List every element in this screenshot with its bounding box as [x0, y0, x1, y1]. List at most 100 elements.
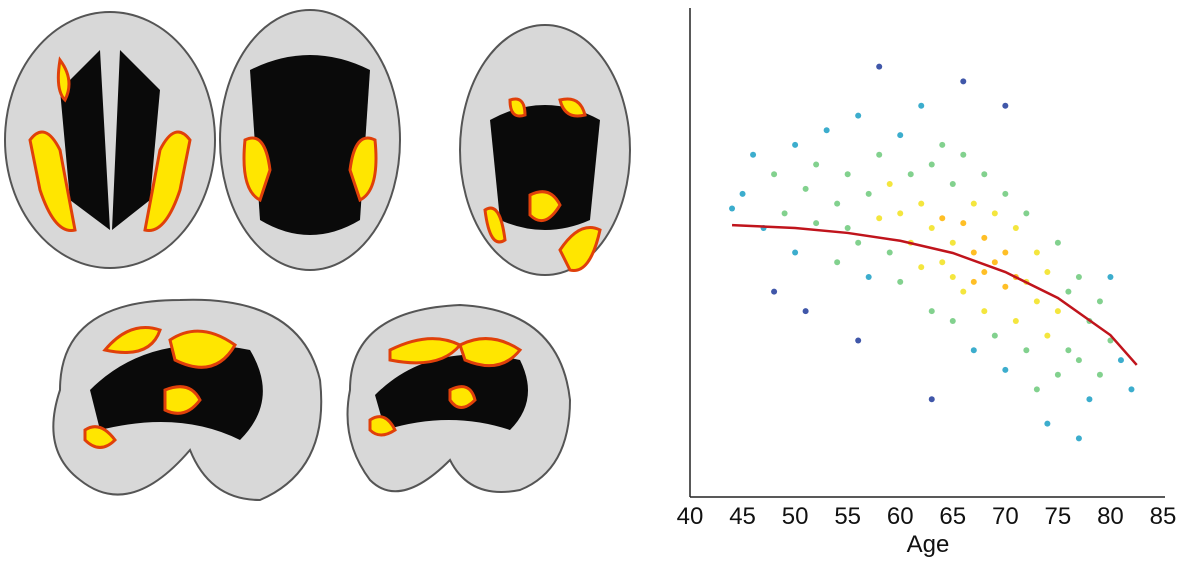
- scatter-point: [1013, 318, 1019, 324]
- scatter-point: [939, 215, 945, 221]
- scatter-point: [782, 210, 788, 216]
- scatter-point: [813, 220, 819, 226]
- scatter-point: [1097, 298, 1103, 304]
- scatter-point: [992, 259, 998, 265]
- scatter-point: [792, 142, 798, 148]
- scatter-point: [992, 333, 998, 339]
- scatter-point: [1076, 435, 1082, 441]
- x-tick-label: 80: [1097, 503, 1124, 530]
- white-matter: [250, 55, 370, 235]
- scatter-point: [960, 289, 966, 295]
- scatter-point: [1002, 103, 1008, 109]
- scatter-point: [918, 264, 924, 270]
- brain-images: [5, 10, 630, 500]
- scatter-point: [897, 279, 903, 285]
- scatter-point: [918, 201, 924, 207]
- scatter-point: [740, 191, 746, 197]
- scatter-point: [971, 279, 977, 285]
- scatter-point: [1076, 274, 1082, 280]
- fit-line: [732, 225, 1137, 365]
- scatter-point: [866, 191, 872, 197]
- scatter-point: [1055, 240, 1061, 246]
- scatter-point: [1055, 308, 1061, 314]
- scatter-point: [929, 396, 935, 402]
- scatter-point: [1044, 333, 1050, 339]
- scatter-point: [803, 308, 809, 314]
- scatter-point: [876, 64, 882, 70]
- figure: Age 40455055606570758085: [0, 0, 1187, 569]
- scatter-point: [971, 347, 977, 353]
- scatter-point: [876, 215, 882, 221]
- scatter-point: [1034, 298, 1040, 304]
- x-tick-label: 55: [834, 503, 861, 530]
- scatter-point: [824, 127, 830, 133]
- x-tick-label: 85: [1150, 503, 1177, 530]
- scatter-point: [1107, 274, 1113, 280]
- scatter-point: [950, 318, 956, 324]
- scatter-point: [1034, 250, 1040, 256]
- scatter-point: [750, 152, 756, 158]
- scatter-point: [845, 171, 851, 177]
- scatter-point: [855, 338, 861, 344]
- scatter-point: [1023, 210, 1029, 216]
- x-tick-label: 65: [939, 503, 966, 530]
- scatter-point: [939, 142, 945, 148]
- scatter-point: [1044, 269, 1050, 275]
- scatter-point: [981, 235, 987, 241]
- scatter-point: [1023, 347, 1029, 353]
- scatter-point: [992, 210, 998, 216]
- scatter-point: [1065, 347, 1071, 353]
- scatter-point: [981, 308, 987, 314]
- scatter-point: [1002, 191, 1008, 197]
- scatter-point: [1076, 357, 1082, 363]
- scatter-point: [1044, 421, 1050, 427]
- scatter-point: [1097, 372, 1103, 378]
- scatter-point: [729, 205, 735, 211]
- scatter-point: [981, 171, 987, 177]
- scatter-point: [897, 210, 903, 216]
- scatter-point: [918, 103, 924, 109]
- scatter-point: [960, 220, 966, 226]
- x-tick-label: 75: [1045, 503, 1072, 530]
- scatter-point: [929, 308, 935, 314]
- scatter-point: [803, 186, 809, 192]
- x-tick-label: 45: [729, 503, 756, 530]
- scatter-point: [939, 259, 945, 265]
- scatter-point: [1065, 289, 1071, 295]
- scatter-point: [813, 161, 819, 167]
- scatter-point: [771, 171, 777, 177]
- scatter-point: [908, 171, 914, 177]
- scatter-point: [887, 250, 893, 256]
- scatter-point: [855, 113, 861, 119]
- scatter-point: [845, 225, 851, 231]
- scatter-point: [981, 269, 987, 275]
- scatter-point: [887, 181, 893, 187]
- scatter-point: [834, 201, 840, 207]
- scatter-point: [1034, 386, 1040, 392]
- scatter-point: [1002, 250, 1008, 256]
- x-axis-label: Age: [907, 531, 950, 558]
- scatter-point: [971, 201, 977, 207]
- scatter-point: [1055, 372, 1061, 378]
- scatter-point: [1002, 284, 1008, 290]
- scatter-point: [1118, 357, 1124, 363]
- scatter-point: [960, 152, 966, 158]
- scatter-point: [960, 78, 966, 84]
- x-tick-label: 50: [782, 503, 809, 530]
- scatter-point: [1013, 225, 1019, 231]
- scatter-point: [876, 152, 882, 158]
- scatter-point: [950, 181, 956, 187]
- scatter-point: [834, 259, 840, 265]
- scatter-point: [866, 274, 872, 280]
- scatter-point: [929, 225, 935, 231]
- scatter-point: [1086, 396, 1092, 402]
- scatter-point: [1002, 367, 1008, 373]
- scatter-point: [1128, 386, 1134, 392]
- scatter-point: [792, 250, 798, 256]
- scatter-point: [771, 289, 777, 295]
- scatter-point: [855, 240, 861, 246]
- x-tick-label: 40: [677, 503, 704, 530]
- scatter-point: [950, 240, 956, 246]
- scatter-point: [950, 274, 956, 280]
- scatter-point: [929, 161, 935, 167]
